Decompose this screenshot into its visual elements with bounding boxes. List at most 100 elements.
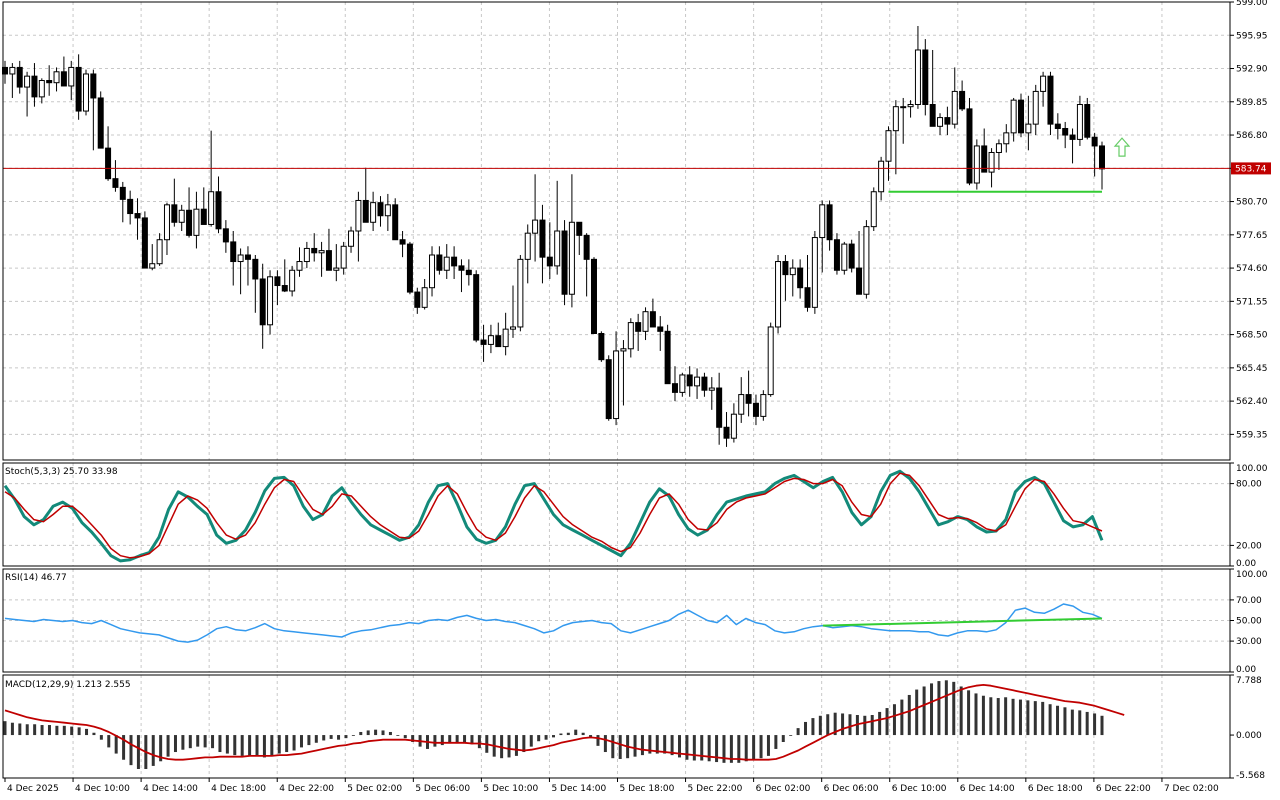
candle[interactable] [296, 247, 303, 277]
candle[interactable] [1047, 71, 1054, 136]
candle[interactable] [642, 307, 649, 341]
candle[interactable] [973, 139, 980, 190]
candle[interactable] [892, 100, 899, 175]
candle[interactable] [885, 126, 892, 181]
candle[interactable] [222, 220, 229, 253]
candle[interactable] [1062, 121, 1069, 149]
candle[interactable] [900, 97, 907, 144]
candle[interactable] [60, 56, 67, 87]
candle[interactable] [281, 259, 288, 293]
candle[interactable] [31, 63, 38, 107]
candle[interactable] [215, 176, 222, 234]
candle[interactable] [38, 78, 45, 104]
candle[interactable] [546, 222, 553, 279]
candle[interactable] [377, 196, 384, 227]
candle[interactable] [841, 241, 848, 275]
candle[interactable] [458, 259, 465, 293]
candle[interactable] [127, 190, 134, 225]
candle[interactable] [325, 228, 332, 271]
candle[interactable] [686, 366, 693, 397]
candle[interactable] [112, 160, 119, 192]
candle[interactable] [716, 372, 723, 445]
candle[interactable] [1076, 95, 1083, 146]
candle[interactable] [333, 244, 340, 282]
candle[interactable] [1032, 84, 1039, 136]
candle[interactable] [951, 67, 958, 129]
candle[interactable] [510, 285, 517, 338]
candle[interactable] [348, 226, 355, 253]
candle[interactable] [922, 39, 929, 116]
candle[interactable] [620, 340, 627, 406]
candle[interactable] [856, 231, 863, 295]
candle[interactable] [944, 106, 951, 136]
candle[interactable] [237, 248, 244, 295]
candle[interactable] [193, 191, 200, 249]
candle[interactable] [539, 204, 546, 284]
rsi-panel[interactable] [4, 603, 1103, 643]
candle[interactable] [590, 257, 597, 335]
candle[interactable] [451, 246, 458, 279]
candle[interactable] [870, 187, 877, 231]
price-panel[interactable] [2, 25, 1231, 447]
candle[interactable] [421, 278, 428, 310]
candle[interactable] [289, 265, 296, 297]
candle[interactable] [149, 244, 156, 271]
candle[interactable] [119, 181, 126, 223]
candle[interactable] [988, 148, 995, 188]
candle[interactable] [568, 174, 575, 308]
candle[interactable] [524, 224, 531, 284]
candle[interactable] [1025, 95, 1032, 151]
candle[interactable] [1084, 97, 1091, 140]
candle[interactable] [775, 254, 782, 334]
candle[interactable] [738, 377, 745, 423]
candle[interactable] [171, 178, 178, 227]
candle[interactable] [24, 71, 31, 117]
candle[interactable] [362, 167, 369, 223]
candle[interactable] [929, 49, 936, 127]
candle[interactable] [473, 270, 480, 343]
candle[interactable] [200, 187, 207, 225]
candle[interactable] [75, 54, 82, 120]
candle[interactable] [848, 239, 855, 273]
candle[interactable] [90, 69, 97, 151]
candle[interactable] [370, 191, 377, 231]
candle[interactable] [657, 316, 664, 351]
candle[interactable] [937, 113, 944, 136]
candle[interactable] [465, 259, 472, 286]
candle[interactable] [1054, 113, 1061, 140]
candle[interactable] [826, 200, 833, 251]
candle[interactable] [1069, 128, 1076, 164]
candle[interactable] [355, 191, 362, 262]
candle[interactable] [1003, 124, 1010, 153]
candle[interactable] [760, 390, 767, 421]
candle[interactable] [752, 394, 759, 426]
candle[interactable] [429, 246, 436, 297]
candle[interactable] [811, 231, 818, 314]
candle[interactable] [46, 65, 53, 96]
candle[interactable] [804, 254, 811, 312]
candle[interactable] [208, 130, 215, 227]
candle[interactable] [141, 211, 148, 269]
candle[interactable] [399, 231, 406, 258]
candle[interactable] [163, 202, 170, 255]
candle[interactable] [53, 67, 60, 92]
candle[interactable] [833, 233, 840, 275]
candle[interactable] [554, 180, 561, 275]
candle[interactable] [340, 241, 347, 275]
candle[interactable] [1010, 97, 1017, 142]
candle[interactable] [1099, 141, 1105, 190]
candle[interactable] [495, 322, 502, 348]
candle[interactable] [671, 366, 678, 402]
stochastic-panel[interactable] [3, 469, 1104, 563]
candle[interactable] [406, 241, 413, 295]
candle[interactable] [966, 97, 973, 186]
candle[interactable] [311, 233, 318, 262]
candle[interactable] [576, 221, 583, 255]
candle[interactable] [303, 241, 310, 269]
candle[interactable] [789, 259, 796, 297]
candle[interactable] [274, 270, 281, 306]
candle[interactable] [230, 231, 237, 286]
candle[interactable] [318, 241, 325, 277]
candle[interactable] [9, 63, 16, 98]
